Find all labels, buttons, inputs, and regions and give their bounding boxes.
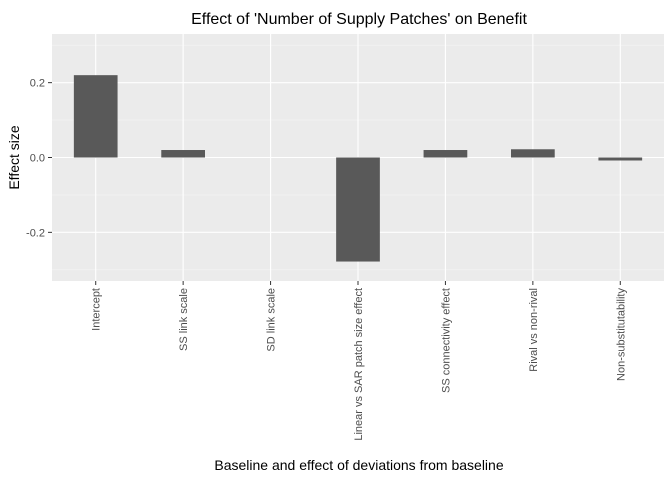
y-tick-label: 0.0 [30,153,45,165]
x-tick-label: Intercept [91,288,103,331]
x-axis: Intercept SS link scale SD link scale Linea… [91,281,627,441]
bar [73,75,118,158]
chart-title: Effect of 'Number of Supply Patches' on … [191,11,527,28]
y-axis-title: Effect size [6,125,22,190]
bar [161,150,205,158]
y-axis: -0.2 0.0 0.2 [26,78,52,239]
bars [73,75,643,262]
y-tick-label: -0.2 [26,227,45,239]
y-tick-label: 0.2 [30,78,45,90]
bar [598,157,643,161]
x-tick-label: SD link scale [266,288,278,352]
x-tick-label: SS connectivity effect [440,288,452,393]
bar [336,157,380,262]
x-tick-label: Rival vs non-rival [528,288,540,372]
bar [511,149,555,158]
x-tick-label: Non-substitutability [615,288,627,381]
bar [423,150,468,158]
x-tick-label: SS link scale [178,288,190,351]
x-axis-title: Baseline and effect of deviations from b… [214,457,503,473]
x-tick-label: Linear vs SAR patch size effect [353,288,365,441]
